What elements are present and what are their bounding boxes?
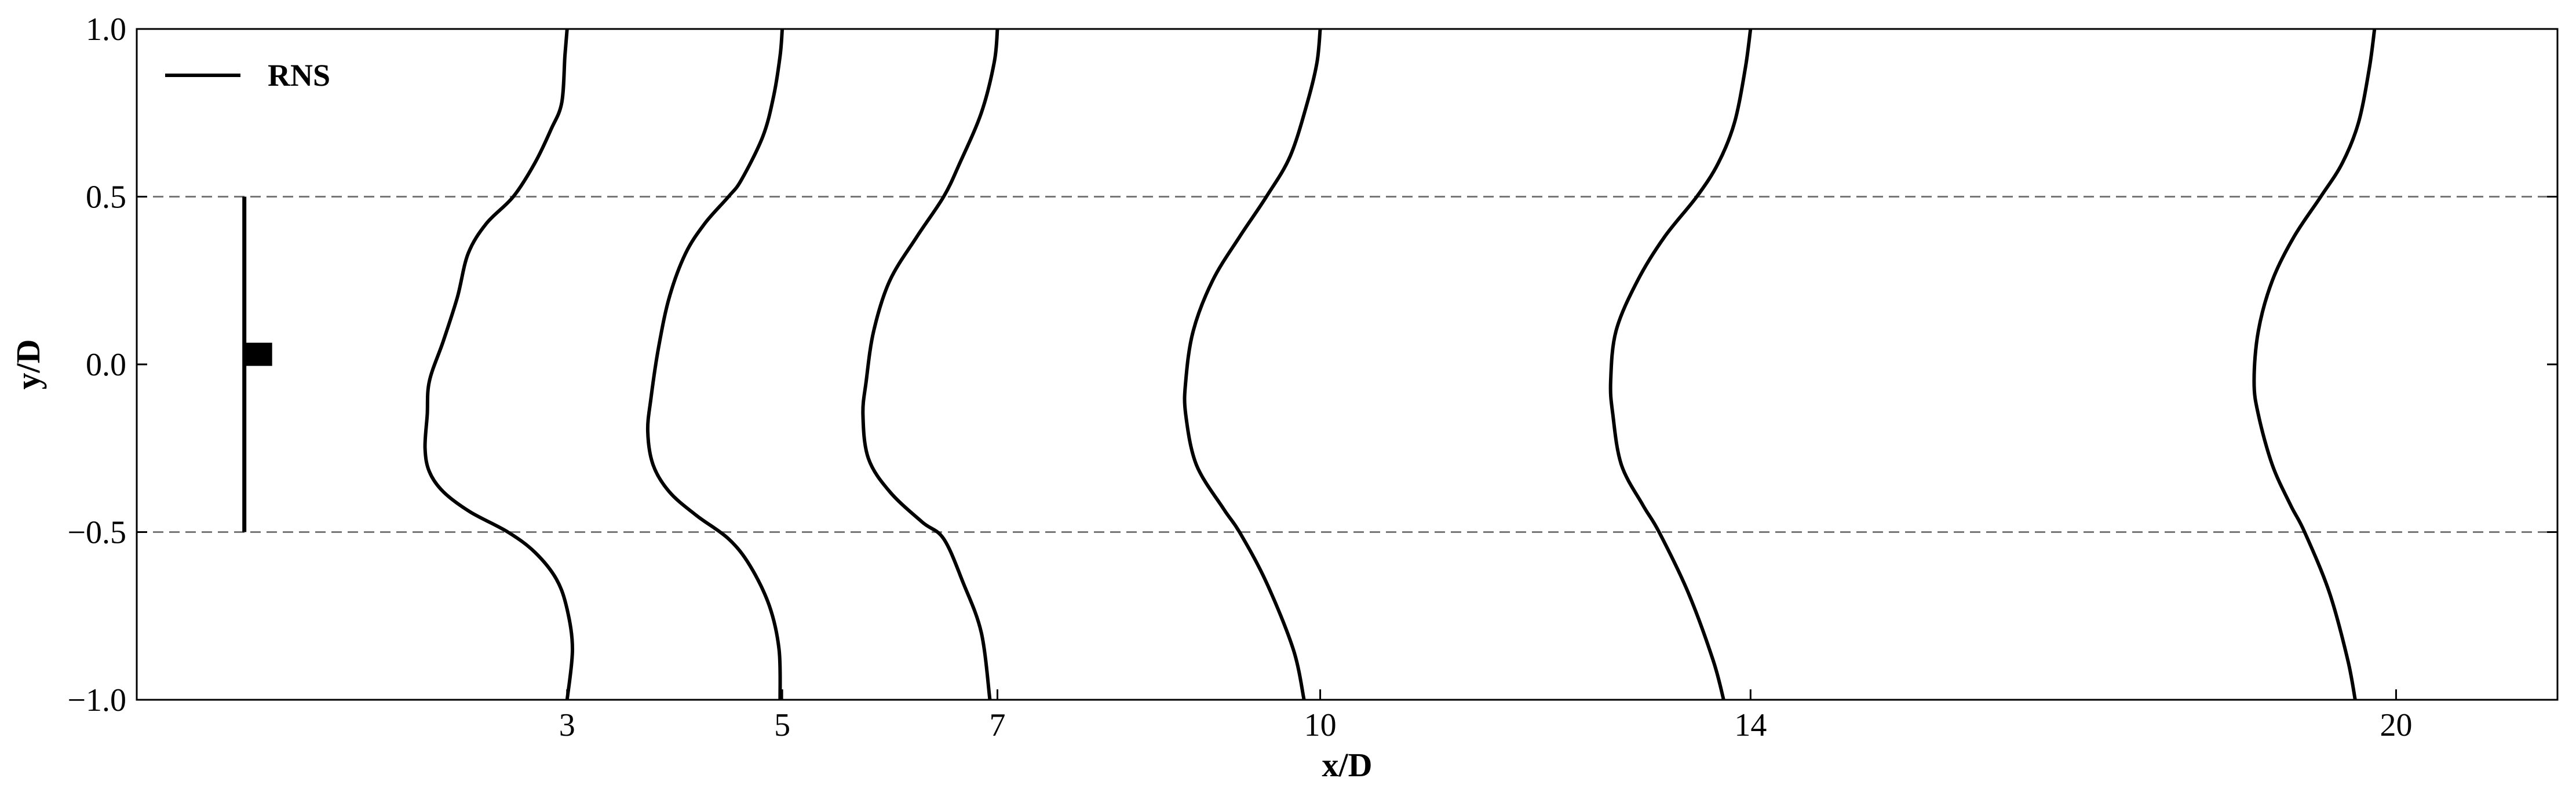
x-tick-label: 7 [990,707,1006,743]
y-tick-label: −1.0 [67,682,126,718]
y-tick-label: −0.5 [67,515,126,551]
legend: RNS [165,58,330,93]
y-tick-label: 0.0 [86,347,126,383]
plot-area [136,28,2559,701]
x-tick-label: 10 [1304,707,1337,743]
y-tick-label: 1.0 [86,12,126,48]
x-tick-label: 5 [774,707,790,743]
turbine-marker [242,196,272,532]
series-line-x14 [1608,28,1753,700]
y-axis-label: y/D [9,339,47,390]
series-line-x10 [1183,28,1322,700]
series-group [423,28,2377,700]
y-axis-ticks: −1.0 −0.5 0.0 0.5 1.0 [67,12,2557,718]
x-tick-label: 20 [2380,707,2412,743]
x-axis-ticks: 3 5 7 10 14 20 [559,689,2412,743]
series-line-x20 [2252,28,2377,700]
reference-lines [137,196,2557,533]
legend-label-rns: RNS [268,58,330,93]
series-line-x7 [861,28,999,700]
x-axis-label: x/D [1322,746,1373,784]
series-line-x3 [423,28,574,700]
x-tick-label: 3 [559,707,575,743]
turbine-nacelle [244,342,272,366]
y-tick-label: 0.5 [86,180,126,215]
x-tick-label: 14 [1734,707,1767,743]
series-line-x5 [645,28,785,700]
